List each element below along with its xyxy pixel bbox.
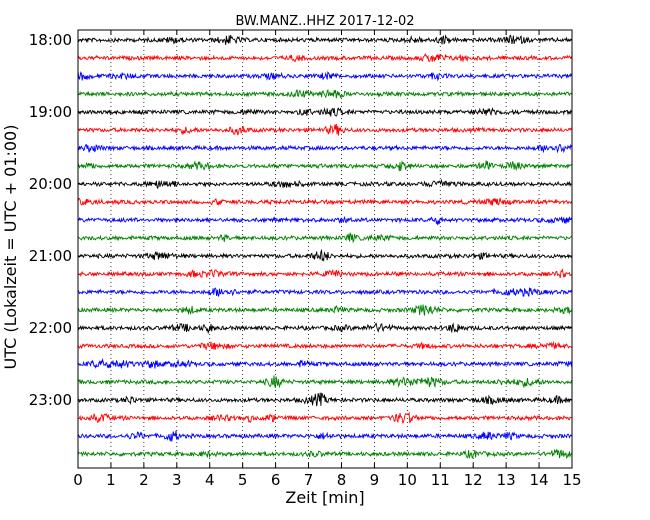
trace-2330: [77, 430, 572, 442]
trace-2045: [77, 232, 572, 244]
x-tick-label: 9: [370, 471, 380, 489]
y-tick-label: 22:00: [29, 319, 72, 337]
trace-2230: [77, 357, 572, 369]
trace-2215: [77, 340, 572, 351]
x-tick-label: 13: [497, 471, 516, 489]
y-tick-label: 21:00: [29, 247, 72, 265]
trace-1930: [77, 143, 572, 154]
trace-1830: [77, 71, 572, 82]
trace-2115: [77, 268, 572, 278]
trace-2345: [77, 449, 572, 460]
trace-2315: [77, 411, 572, 424]
trace-2015: [77, 197, 572, 207]
trace-2100: [77, 248, 572, 262]
y-axis-label: UTC (Lokalzeit = UTC + 01:00): [1, 125, 20, 370]
x-tick-label: 3: [172, 471, 182, 489]
x-axis-label: Zeit [min]: [285, 488, 364, 507]
y-axis-ticks: 18:00 19:00 20:00 21:00 22:00 23:00: [29, 31, 572, 409]
trace-2145: [77, 304, 572, 316]
trace-2300: [77, 392, 572, 407]
y-tick-label: 19:00: [29, 103, 72, 121]
x-tick-label: 12: [464, 471, 483, 489]
x-tick-label: 6: [271, 471, 281, 489]
x-axis-ticks: 0 1 2 3 4 5 6 7 8 9 10 11 12 13 14 15: [73, 30, 582, 489]
trace-1915: [78, 123, 572, 136]
x-tick-label: 4: [205, 471, 215, 489]
x-tick-label: 10: [398, 471, 417, 489]
seismic-traces: [77, 34, 572, 460]
trace-2245: [77, 375, 572, 389]
x-tick-label: 8: [337, 471, 347, 489]
y-tick-label: 20:00: [29, 175, 72, 193]
trace-2030: [77, 215, 572, 226]
plot-frame: [77, 29, 573, 469]
y-tick-label: 18:00: [29, 31, 72, 49]
x-tick-label: 11: [431, 471, 450, 489]
x-tick-label: 2: [139, 471, 149, 489]
x-tick-label: 0: [73, 471, 83, 489]
x-tick-label: 1: [106, 471, 116, 489]
trace-2130: [77, 287, 572, 297]
trace-2200: [77, 322, 572, 335]
x-tick-label: 7: [304, 471, 314, 489]
trace-1800: [77, 34, 572, 46]
x-tick-label: 5: [238, 471, 248, 489]
y-tick-label: 23:00: [29, 391, 72, 409]
trace-1815: [77, 52, 572, 63]
x-tick-label: 15: [562, 471, 581, 489]
trace-1845: [77, 88, 572, 99]
chart-title: BW.MANZ..HHZ 2017-12-02: [235, 14, 414, 29]
x-tick-label: 14: [530, 471, 549, 489]
trace-2000: [77, 178, 572, 190]
trace-1945: [77, 160, 572, 172]
trace-1900: [77, 107, 572, 117]
